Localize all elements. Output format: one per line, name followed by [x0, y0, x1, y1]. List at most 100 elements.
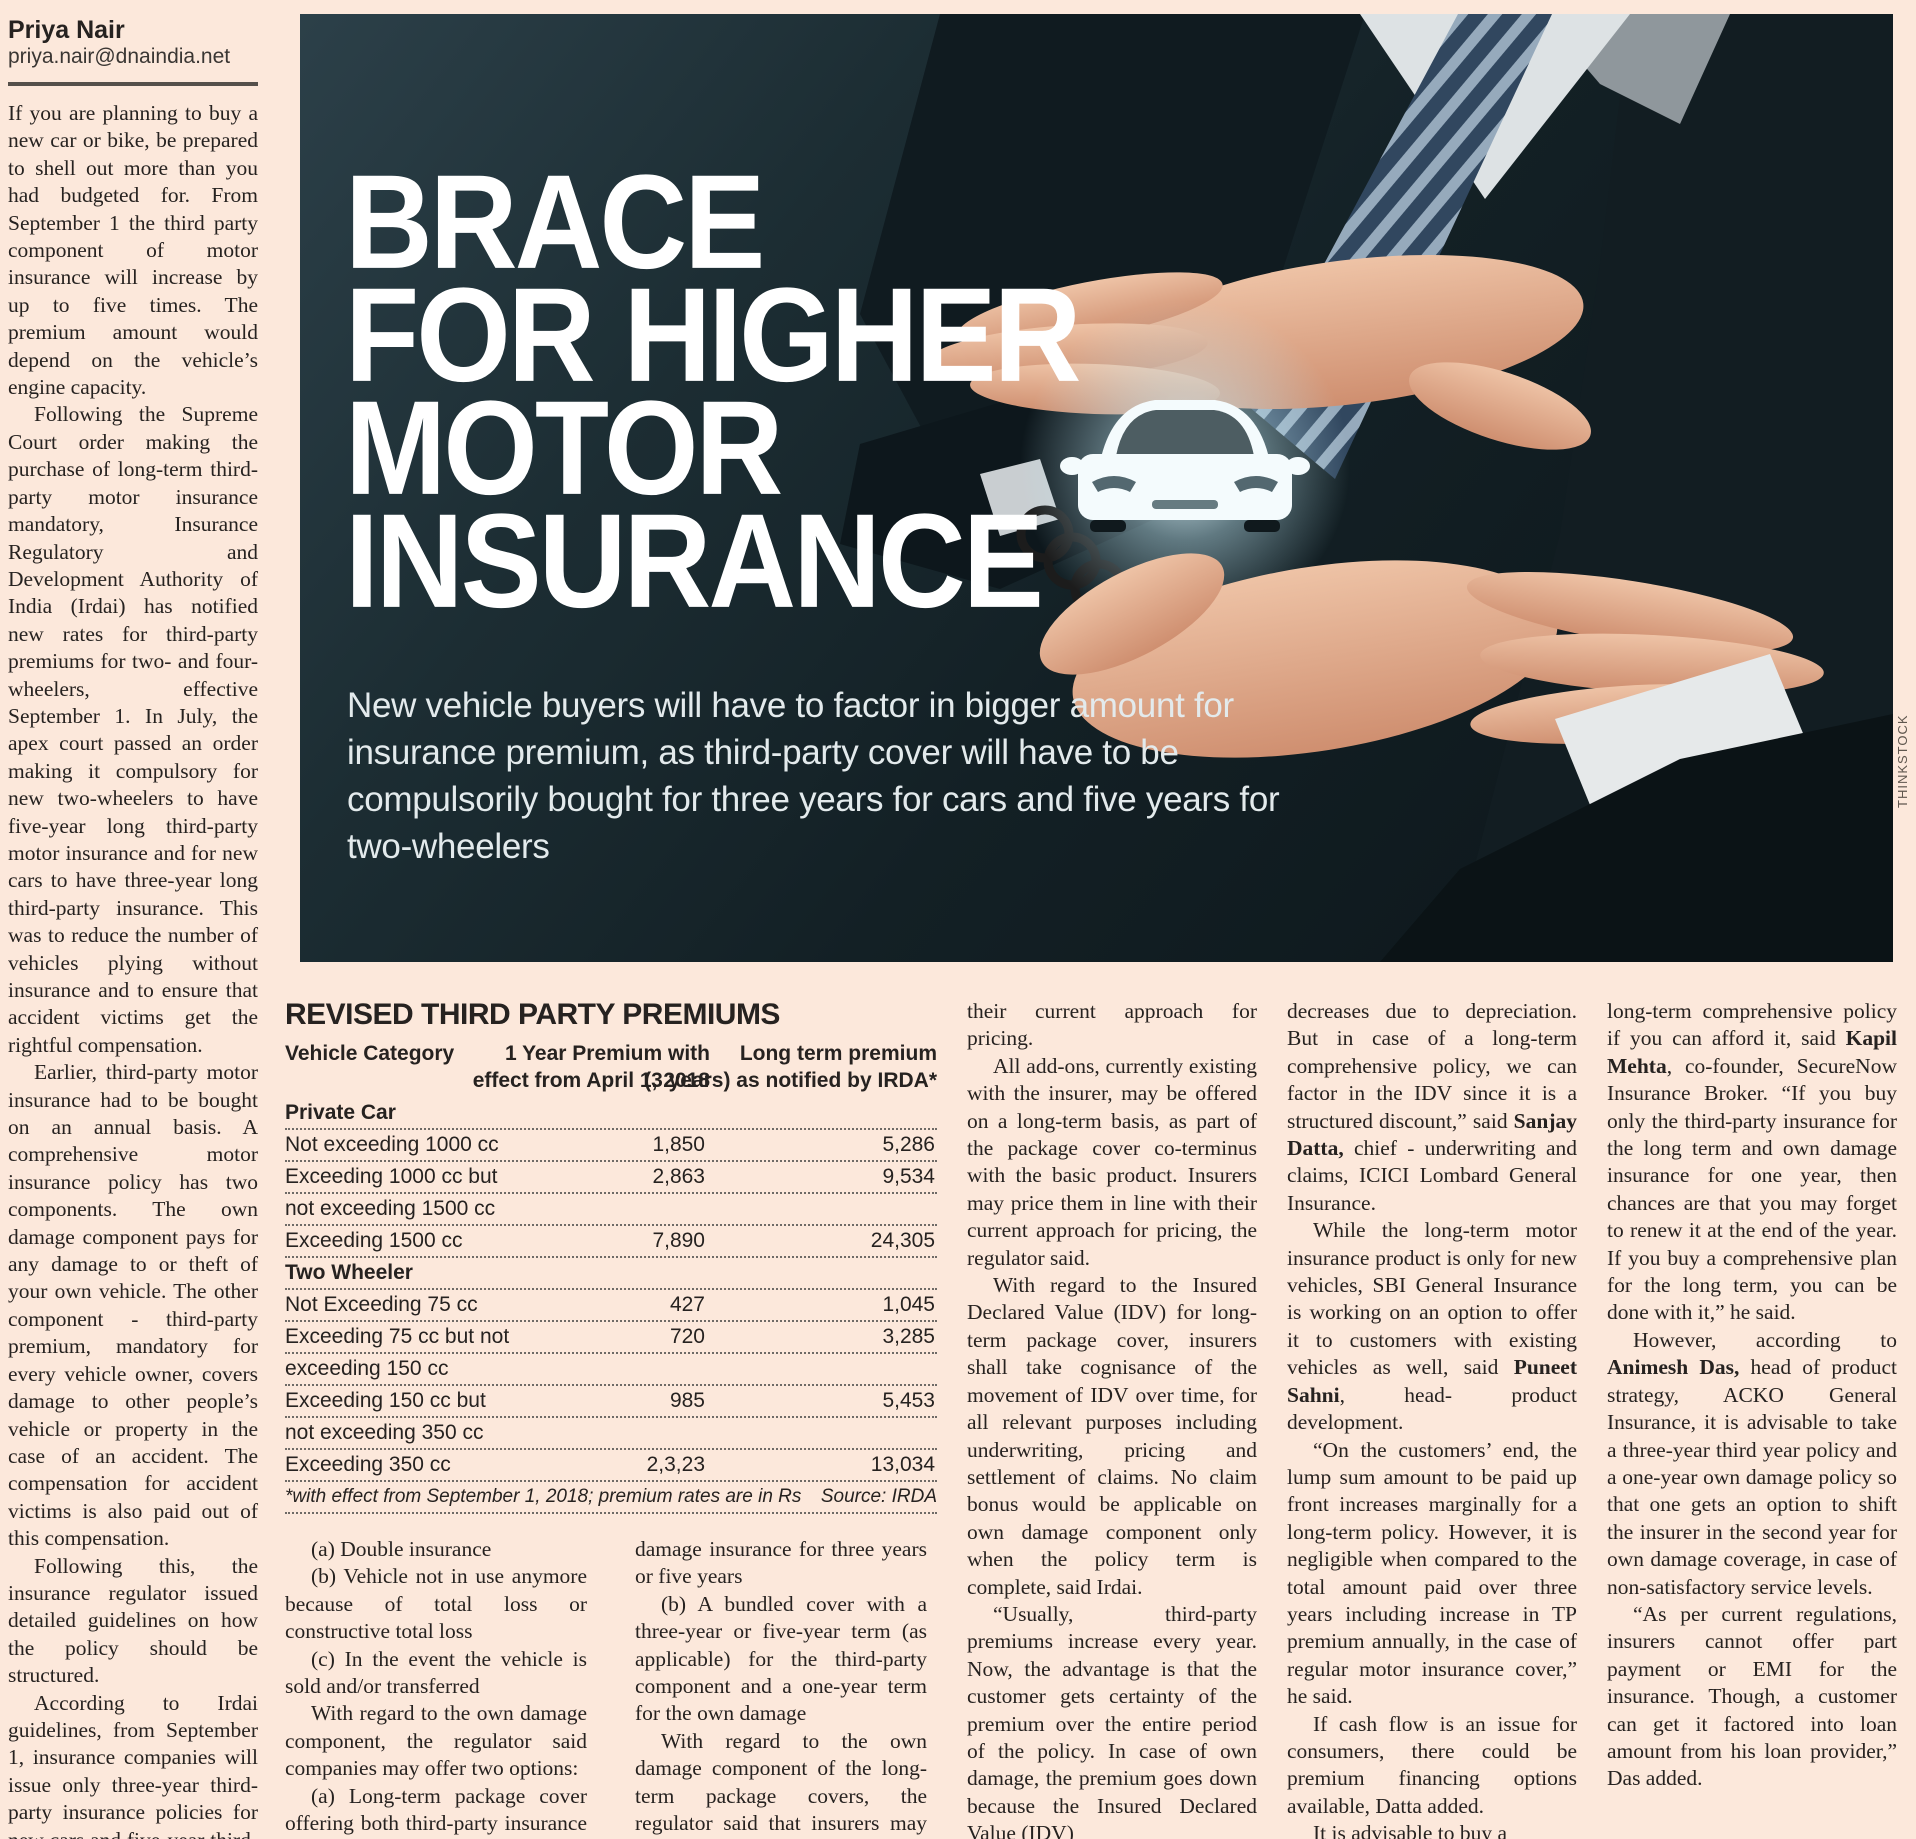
- table-cell: not exceeding 350 cc: [285, 1421, 484, 1444]
- photo-credit: THINKSTOCK: [1895, 714, 1910, 808]
- table-cell: 1,045: [882, 1293, 935, 1316]
- table-header-one-year: 1 Year Premium with effect from April 1, …: [473, 1040, 710, 1094]
- text-segment: chief - underwriting and claims, ICICI L…: [1287, 1136, 1577, 1215]
- paragraph: decreases due to depreciation. But in ca…: [1287, 998, 1577, 1217]
- table-cell: 5,453: [882, 1389, 935, 1412]
- author-name: Priya Nair: [8, 16, 125, 44]
- headline-line: FOR HIGHER: [345, 260, 1081, 410]
- subheadline: New vehicle buyers will have to factor i…: [347, 686, 1280, 866]
- text-segment: , co-founder, SecureNow Insurance Broker…: [1607, 1053, 1897, 1325]
- paragraph: their current approach for pricing.: [967, 998, 1257, 1053]
- table-cell: Exceeding 150 cc but: [285, 1389, 486, 1412]
- paragraph: (a) Double insurance: [285, 1536, 587, 1563]
- text-column-grounds: (a) Double insurance (b) Vehicle not in u…: [285, 1536, 587, 1839]
- table-section-name: Private Car: [285, 1101, 396, 1124]
- table-row: Not Exceeding 75 cc 427 1,045: [285, 1290, 937, 1322]
- text-segment: However, according to: [1633, 1327, 1897, 1352]
- headline: BRACE FOR HIGHER MOTOR INSURANCE: [345, 147, 1093, 629]
- table-header-long-term: Long term premium (3 years) as notified b…: [644, 1040, 937, 1094]
- table-row: not exceeding 350 cc: [285, 1418, 937, 1450]
- paragraph: damage insurance for three years or five…: [635, 1536, 927, 1591]
- table-cell: Not exceeding 1000 cc: [285, 1133, 499, 1156]
- text-segment: It is advisable to buy a: [1313, 1821, 1508, 1839]
- text-segment: (b) Vehicle not in use anymore because o…: [285, 1564, 587, 1644]
- table-cell: Exceeding 1500 cc: [285, 1229, 463, 1252]
- paragraph: All add-ons, currently existing with the…: [967, 1053, 1257, 1272]
- glowing-car-icon: [1060, 400, 1310, 532]
- text-column-4: decreases due to depreciation. But in ca…: [1287, 998, 1577, 1839]
- text-segment: “As per current regulations, insurers ca…: [1607, 1601, 1897, 1791]
- table-header-line: effect from April 1, 2018: [472, 1069, 710, 1092]
- headline-line: BRACE: [345, 147, 765, 297]
- text-segment: According to Irdai guidelines, from Sept…: [8, 1690, 258, 1839]
- table-cell: 427: [669, 1293, 705, 1316]
- paragraph: (c) In the event the vehicle is sold and…: [285, 1646, 587, 1701]
- sub-columns: (a) Double insurance (b) Vehicle not in u…: [285, 1536, 937, 1839]
- byline-divider: [8, 82, 258, 86]
- text-segment: If cash flow is an issue for consumers, …: [1287, 1711, 1577, 1818]
- text-segment: Earlier, third-party motor insurance had…: [8, 1060, 258, 1551]
- headline-line: MOTOR: [345, 373, 783, 523]
- article-intro-text: If you are planning to buy a new car or …: [8, 100, 258, 1839]
- table-cell: 9,534: [882, 1165, 935, 1188]
- table-header-category: Vehicle Category: [285, 1042, 455, 1065]
- paragraph: If you are planning to buy a new car or …: [8, 100, 258, 401]
- text-segment: (c) In the event the vehicle is sold and…: [285, 1646, 587, 1699]
- paragraph: “On the customers’ end, the lump sum amo…: [1287, 1437, 1577, 1711]
- text-column-5: long-term comprehensive policy if you ca…: [1607, 998, 1897, 1839]
- table-section-name: Two Wheeler: [285, 1261, 413, 1284]
- paragraph: (b) Vehicle not in use anymore because o…: [285, 1563, 587, 1645]
- table-cell: 13,034: [870, 1453, 935, 1476]
- table-cell: 7,890: [652, 1229, 705, 1252]
- text-segment: “On the customers’ end, the lump sum amo…: [1287, 1437, 1577, 1709]
- table-header-line: 1 Year Premium with: [504, 1042, 710, 1065]
- bottom-section: REVISED THIRD PARTY PREMIUMS Vehicle Cat…: [285, 998, 1897, 1839]
- businessman-hands-car-illustration: [840, 14, 1893, 962]
- table-title: REVISED THIRD PARTY PREMIUMS: [285, 998, 780, 1031]
- table-row: Exceeding 1500 cc 7,890 24,305: [285, 1226, 937, 1258]
- table-footnote: *with effect from September 1, 2018; pre…: [285, 1486, 802, 1507]
- paragraph: It is advisable to buy a: [1287, 1820, 1577, 1839]
- text-segment: If you are planning to buy a new car or …: [8, 101, 258, 400]
- text-segment: With regard to the own damage component,…: [285, 1701, 587, 1781]
- table-cell: Not Exceeding 75 cc: [285, 1293, 478, 1316]
- paragraph: Following the Supreme Court order making…: [8, 401, 258, 1059]
- text-segment: damage insurance for three years or five…: [635, 1537, 927, 1589]
- table-cell: not exceeding 1500 cc: [285, 1197, 496, 1220]
- table-cell: Exceeding 350 cc: [285, 1453, 451, 1476]
- table-body: Private Car Not exceeding 1000 cc 1,850 5,2…: [285, 1098, 937, 1482]
- paragraph: (a) Long-term package cover offering bot…: [285, 1783, 587, 1839]
- table-cell: Exceeding 1000 cc but: [285, 1165, 498, 1188]
- text-segment: (a) Double insurance: [311, 1537, 492, 1561]
- table-row: not exceeding 1500 cc: [285, 1194, 937, 1226]
- author-email: priya.nair@dnaindia.net: [8, 45, 231, 68]
- paragraph: (b) A bundled cover with a three-year or…: [635, 1591, 927, 1728]
- table-row: Exceeding 350 cc 2,3,23 13,034: [285, 1450, 937, 1482]
- text-segment: With regard to the own damage component …: [635, 1728, 927, 1839]
- table-row: Not exceeding 1000 cc 1,850 5,286: [285, 1130, 937, 1162]
- paragraph: While the long-term motor insurance prod…: [1287, 1217, 1577, 1436]
- text-column-3: their current approach for pricing. All a…: [967, 998, 1257, 1839]
- table-cell: Exceeding 75 cc but not: [285, 1325, 510, 1348]
- paragraph: long-term comprehensive policy if you ca…: [1607, 998, 1897, 1327]
- table-cell: 3,285: [882, 1325, 935, 1348]
- text-segment: (a) Long-term package cover offering bot…: [285, 1783, 587, 1839]
- paragraph: With regard to the own damage component …: [635, 1728, 927, 1839]
- person-name: Kapil Mehta: [1607, 1026, 1897, 1078]
- table-source: Source: IRDA: [820, 1486, 937, 1507]
- paragraph: However, according to Animesh Das, head …: [1607, 1327, 1897, 1601]
- text-segment: , head- product development.: [1287, 1382, 1577, 1435]
- text-segment: With regard to the Insured Declared Valu…: [967, 1273, 1257, 1599]
- text-segment: head of product strategy, ACKO General I…: [1607, 1355, 1897, 1599]
- table-header: Vehicle Category 1 Year Premium with effe…: [285, 1040, 937, 1098]
- table-section-header: Private Car: [285, 1098, 937, 1130]
- paragraph: Earlier, third-party motor insurance had…: [8, 1059, 258, 1552]
- paragraph: With regard to the own damage component,…: [285, 1700, 587, 1782]
- paragraph: If cash flow is an issue for consumers, …: [1287, 1711, 1577, 1821]
- text-segment: “Usually, third-party premiums increase …: [967, 1601, 1257, 1839]
- table-cell: 985: [669, 1389, 705, 1412]
- table-cell: exceeding 150 cc: [285, 1357, 449, 1380]
- text-segment: While the long-term motor insurance prod…: [1287, 1218, 1577, 1380]
- person-name: Puneet Sahni: [1287, 1355, 1577, 1407]
